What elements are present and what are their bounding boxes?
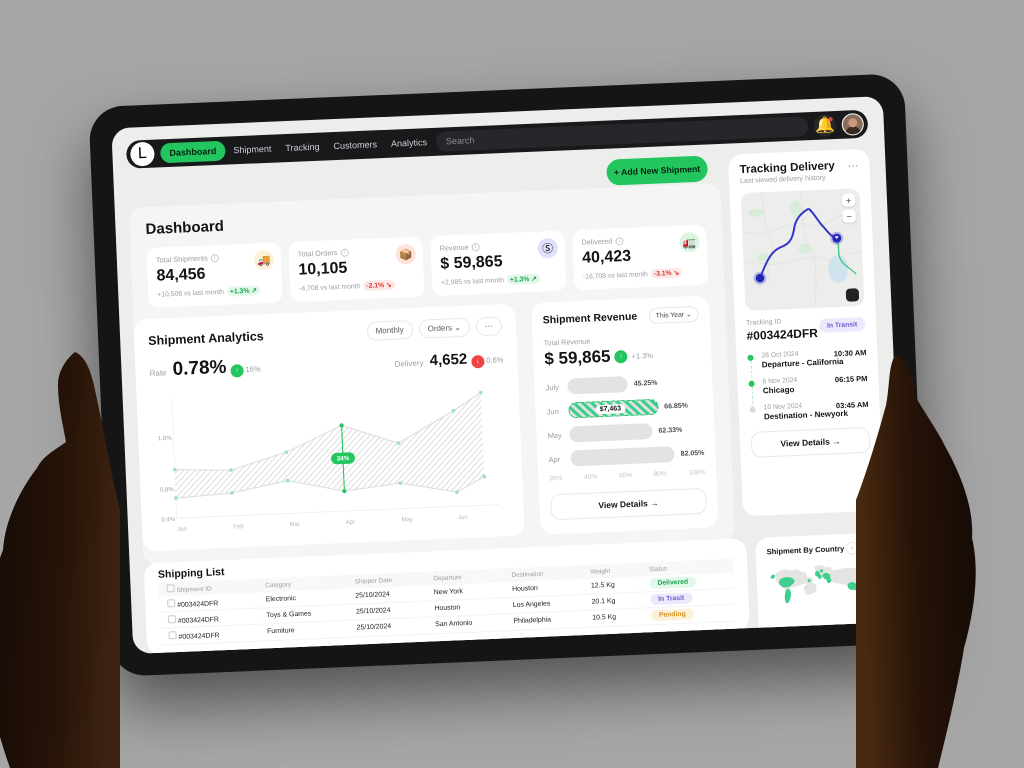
- svg-text:Jan: Jan: [177, 527, 187, 533]
- svg-text:0.4%: 0.4%: [161, 517, 175, 524]
- svg-text:Apr: Apr: [346, 520, 356, 526]
- svg-text:Feb: Feb: [233, 524, 244, 531]
- svg-text:Jun: Jun: [458, 515, 468, 521]
- svg-text:Mar: Mar: [289, 522, 300, 528]
- svg-text:May: May: [402, 517, 414, 524]
- svg-text:0.8%: 0.8%: [160, 487, 174, 494]
- svg-text:34%: 34%: [337, 455, 350, 463]
- svg-text:1.0%: 1.0%: [158, 436, 172, 443]
